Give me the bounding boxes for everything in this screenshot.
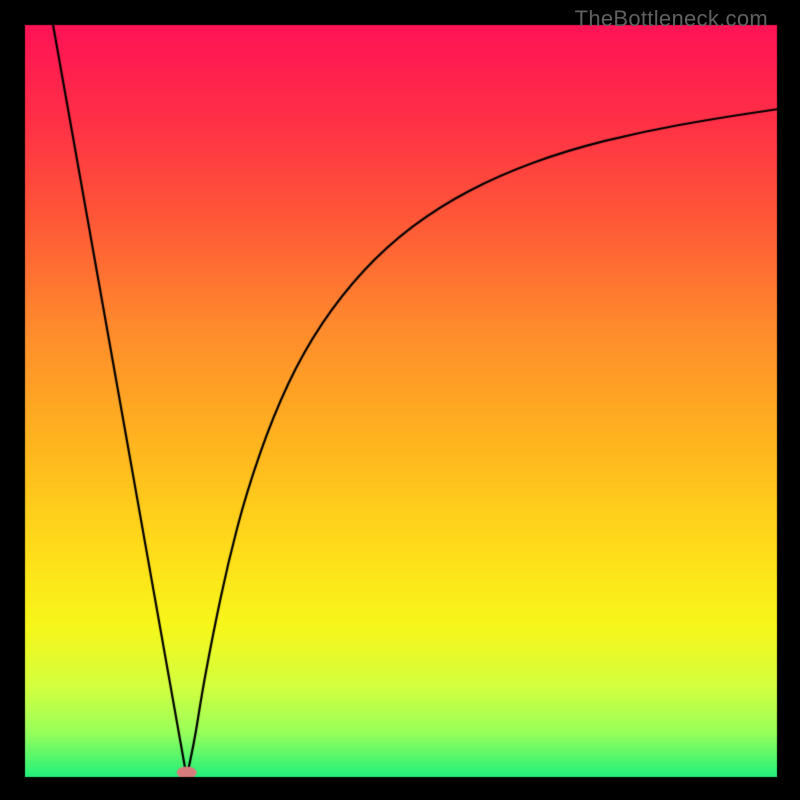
bottleneck-curve-chart	[0, 0, 800, 800]
attribution-label: TheBottleneck.com	[575, 6, 768, 32]
chart-container: TheBottleneck.com	[0, 0, 800, 800]
